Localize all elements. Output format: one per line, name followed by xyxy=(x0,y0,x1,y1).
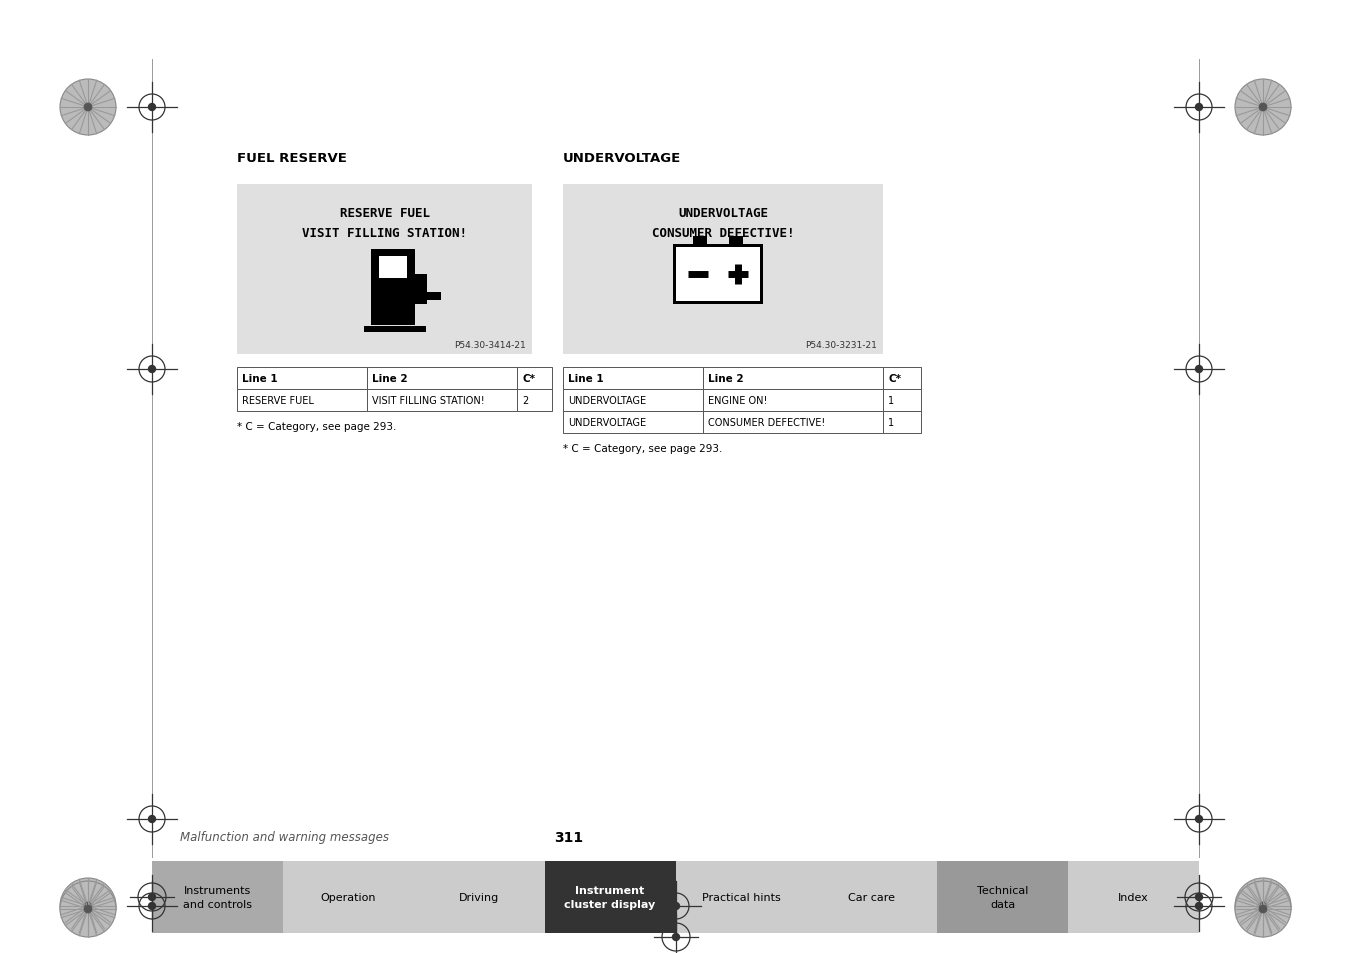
Bar xyxy=(693,236,707,247)
Circle shape xyxy=(84,905,92,913)
Circle shape xyxy=(1235,80,1292,136)
Bar xyxy=(236,390,367,412)
Text: 311: 311 xyxy=(554,830,584,844)
Text: VISIT FILLING STATION!: VISIT FILLING STATION! xyxy=(303,227,467,240)
Text: Practical hints: Practical hints xyxy=(701,892,781,902)
Circle shape xyxy=(149,902,155,909)
Text: Driving: Driving xyxy=(459,892,500,902)
Bar xyxy=(703,390,884,412)
Bar xyxy=(367,368,517,390)
Circle shape xyxy=(1196,902,1202,909)
Bar xyxy=(236,185,532,355)
Text: RESERVE FUEL: RESERVE FUEL xyxy=(339,207,430,220)
Text: * C = Category, see page 293.: * C = Category, see page 293. xyxy=(236,421,396,432)
Bar xyxy=(153,862,282,933)
Circle shape xyxy=(1259,902,1267,910)
Circle shape xyxy=(1196,816,1202,822)
Text: FUEL RESERVE: FUEL RESERVE xyxy=(236,152,347,165)
Bar xyxy=(703,368,884,390)
Bar xyxy=(517,390,553,412)
Circle shape xyxy=(149,894,155,901)
Circle shape xyxy=(1196,366,1202,374)
Bar xyxy=(938,862,1069,933)
Text: ENGINE ON!: ENGINE ON! xyxy=(708,395,767,406)
Text: 1: 1 xyxy=(888,395,894,406)
Bar xyxy=(730,236,743,247)
Text: VISIT FILLING STATION!: VISIT FILLING STATION! xyxy=(372,395,485,406)
Bar xyxy=(426,293,442,301)
Text: P54.30-3414-21: P54.30-3414-21 xyxy=(454,340,526,350)
Text: RESERVE FUEL: RESERVE FUEL xyxy=(242,395,313,406)
Circle shape xyxy=(673,902,680,909)
Bar xyxy=(413,862,544,933)
Bar xyxy=(563,185,884,355)
Bar xyxy=(236,368,367,390)
Text: Index: Index xyxy=(1119,892,1148,902)
Text: Technical
data: Technical data xyxy=(977,885,1028,908)
Bar xyxy=(884,390,921,412)
Bar xyxy=(807,862,938,933)
Text: Operation: Operation xyxy=(320,892,376,902)
Bar xyxy=(563,368,703,390)
Bar xyxy=(563,390,703,412)
Circle shape xyxy=(59,882,116,937)
Bar xyxy=(884,412,921,434)
Circle shape xyxy=(59,878,116,934)
Text: * C = Category, see page 293.: * C = Category, see page 293. xyxy=(563,443,723,454)
Text: UNDERVOLTAGE: UNDERVOLTAGE xyxy=(678,207,767,220)
Bar xyxy=(563,412,703,434)
Circle shape xyxy=(84,104,92,112)
Text: Line 2: Line 2 xyxy=(708,374,743,384)
Bar xyxy=(703,412,884,434)
Text: UNDERVOLTAGE: UNDERVOLTAGE xyxy=(567,417,646,428)
Circle shape xyxy=(1235,882,1292,937)
Bar xyxy=(673,245,763,305)
Text: 2: 2 xyxy=(521,395,528,406)
Circle shape xyxy=(1196,105,1202,112)
Circle shape xyxy=(1259,104,1267,112)
Text: C*: C* xyxy=(888,374,901,384)
Bar xyxy=(282,862,413,933)
Circle shape xyxy=(149,816,155,822)
Bar xyxy=(367,390,517,412)
Bar xyxy=(544,862,676,933)
Text: CONSUMER DEFECTIVE!: CONSUMER DEFECTIVE! xyxy=(651,227,794,240)
Text: Instrument
cluster display: Instrument cluster display xyxy=(565,885,655,908)
Bar xyxy=(415,274,427,305)
Bar xyxy=(372,250,415,326)
Bar xyxy=(517,368,553,390)
Circle shape xyxy=(149,366,155,374)
Circle shape xyxy=(59,80,116,136)
Text: Malfunction and warning messages: Malfunction and warning messages xyxy=(180,831,389,843)
Bar xyxy=(365,327,427,333)
Circle shape xyxy=(1259,905,1267,913)
Circle shape xyxy=(673,934,680,941)
Text: Line 1: Line 1 xyxy=(567,374,604,384)
Circle shape xyxy=(84,902,92,910)
Bar xyxy=(1069,862,1198,933)
Bar xyxy=(380,256,407,278)
Bar xyxy=(884,368,921,390)
Circle shape xyxy=(1196,894,1202,901)
Text: P54.30-3231-21: P54.30-3231-21 xyxy=(805,340,877,350)
Bar xyxy=(676,248,761,302)
Bar xyxy=(676,862,807,933)
Text: UNDERVOLTAGE: UNDERVOLTAGE xyxy=(567,395,646,406)
Text: UNDERVOLTAGE: UNDERVOLTAGE xyxy=(563,152,681,165)
Text: Instruments
and controls: Instruments and controls xyxy=(182,885,251,908)
Circle shape xyxy=(1235,878,1292,934)
Text: Line 2: Line 2 xyxy=(372,374,408,384)
Text: Car care: Car care xyxy=(848,892,896,902)
Text: Line 1: Line 1 xyxy=(242,374,277,384)
Text: CONSUMER DEFECTIVE!: CONSUMER DEFECTIVE! xyxy=(708,417,825,428)
Circle shape xyxy=(149,105,155,112)
Text: 1: 1 xyxy=(888,417,894,428)
Text: C*: C* xyxy=(521,374,535,384)
